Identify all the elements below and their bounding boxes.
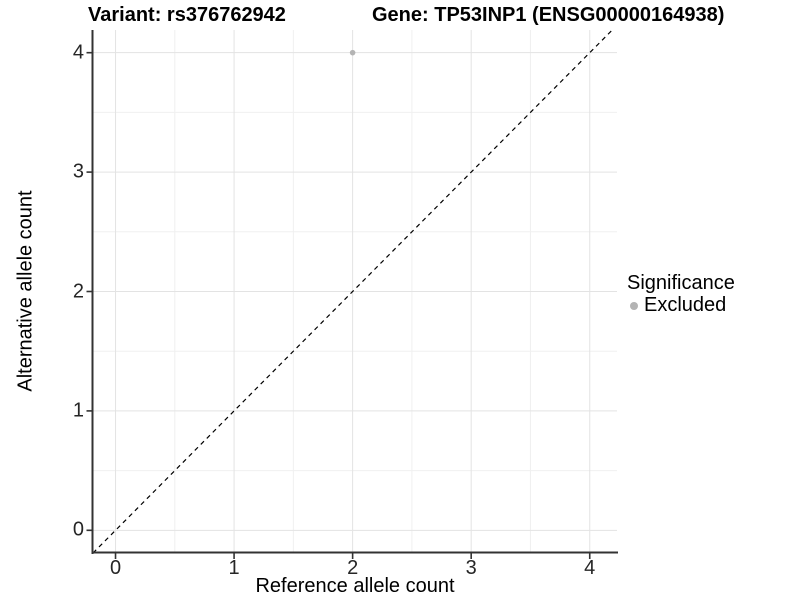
y-tick-label: 1 xyxy=(72,399,84,422)
x-tick-label: 1 xyxy=(228,557,240,579)
y-tick-label: 2 xyxy=(72,280,84,302)
legend-entry-label: Excluded xyxy=(644,294,727,316)
y-tick-label: 3 xyxy=(72,160,84,183)
plot-title-gene: Gene: TP53INP1 (ENSG00000164938) xyxy=(372,4,725,26)
x-axis-title: Reference allele count xyxy=(255,575,455,597)
x-tick-label: 4 xyxy=(584,557,596,579)
legend-title: Significance xyxy=(627,272,735,294)
y-tick-label: 0 xyxy=(72,518,84,541)
x-tick-label: 0 xyxy=(109,557,122,579)
x-tick-label: 2 xyxy=(347,557,359,579)
x-tick-label: 3 xyxy=(465,557,477,579)
legend-entry: Excluded xyxy=(630,294,735,316)
data-point xyxy=(349,49,356,56)
legend-entries: Excluded xyxy=(627,294,735,316)
legend-key-point-icon xyxy=(630,301,638,310)
plot-title-variant: Variant: rs376762942 xyxy=(88,4,286,26)
identity-line xyxy=(92,29,613,554)
y-tick-label: 4 xyxy=(72,41,84,64)
legend: Significance Excluded xyxy=(627,272,735,316)
